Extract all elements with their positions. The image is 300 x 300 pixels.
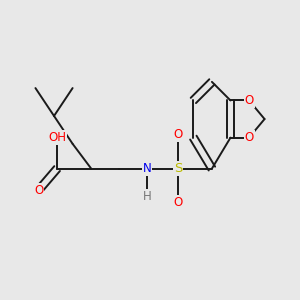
Text: O: O [244, 94, 254, 107]
Text: O: O [173, 196, 182, 209]
Text: O: O [244, 131, 254, 144]
Text: N: N [142, 162, 151, 175]
Text: S: S [174, 162, 182, 175]
Text: H: H [142, 190, 151, 203]
Text: OH: OH [48, 131, 66, 144]
Text: O: O [173, 128, 182, 141]
Text: O: O [34, 184, 43, 197]
